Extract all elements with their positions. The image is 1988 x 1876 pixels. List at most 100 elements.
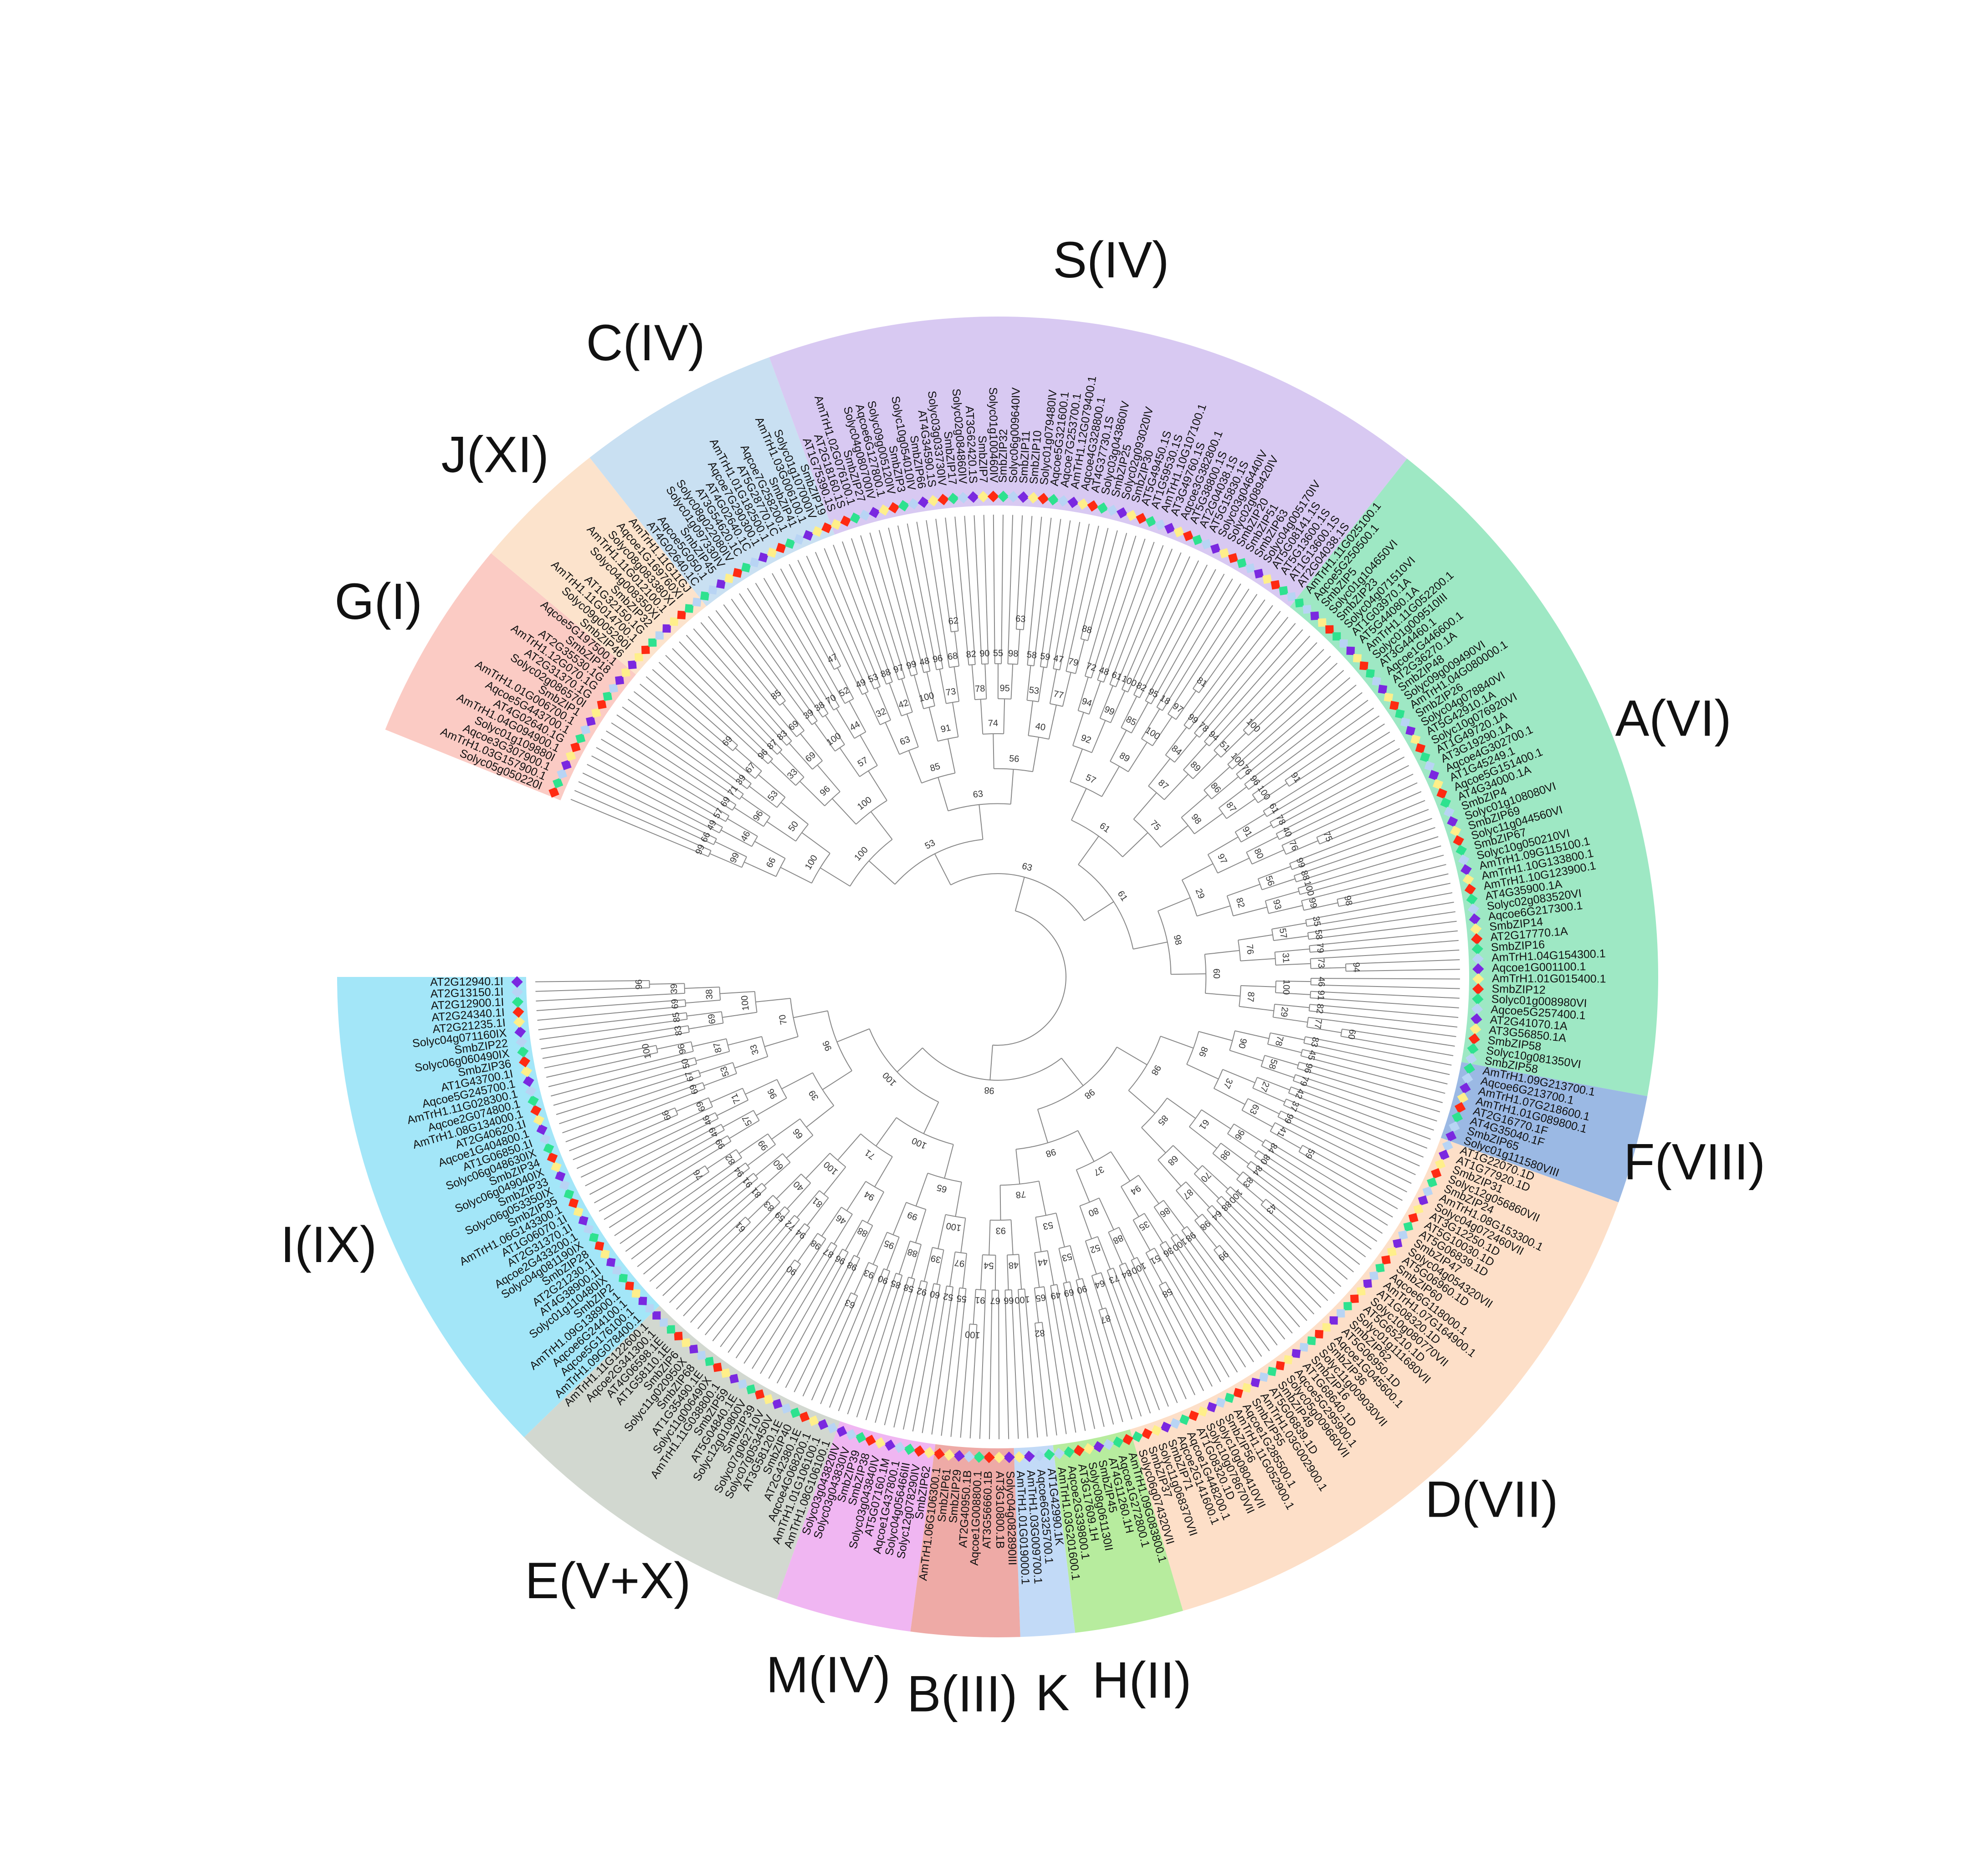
bootstrap-value: 98 [1189,812,1203,826]
branch [811,1295,858,1401]
bootstrap-value: 69 [787,719,801,733]
branch [720,1227,810,1347]
bootstrap-value: 35 [1311,915,1322,927]
branch [1244,692,1363,785]
branch [837,1133,861,1161]
branch [938,736,958,742]
clade-label: M(IV) [766,1646,891,1703]
tip-marker [561,760,572,770]
bootstrap-value: 81 [749,1186,763,1200]
tip-marker [812,526,823,537]
branch [732,804,737,811]
tip-label: SmbZIP11 [1017,430,1033,484]
bootstrap-value: 33 [748,1043,761,1056]
branch [1275,992,1311,995]
branch [1346,969,1460,972]
tip-marker [1444,807,1455,818]
bootstrap-value: 46 [739,829,753,843]
bootstrap-value: 65 [1035,1292,1046,1303]
bootstrap-value: 60 [1211,968,1221,979]
branch [1156,578,1233,708]
branch [1131,1260,1195,1395]
tip-marker [677,610,686,619]
branch [833,544,887,685]
branch [1272,1004,1275,1017]
branch [952,702,959,737]
branch [1243,649,1324,731]
branch [1232,670,1344,770]
branch [832,798,856,825]
branch [1141,1127,1166,1153]
tip-marker [586,716,596,726]
bootstrap-value: 59 [1040,651,1051,663]
tip-marker [1283,1355,1293,1365]
branch [822,1070,852,1090]
tip-marker [1458,854,1470,866]
branch [1158,1145,1173,1160]
branch [1235,813,1266,833]
branch [842,541,893,682]
bootstrap-value: 96 [834,1253,847,1267]
bootstrap-value: 61 [733,1220,748,1234]
tip-marker [641,645,650,654]
tip-marker [1206,1402,1217,1412]
bootstrap-value: 70 [1199,1170,1213,1184]
bootstrap-value: 69 [1063,1287,1075,1298]
branch [763,1162,791,1186]
tip-marker [741,562,751,573]
branch [771,1118,800,1140]
clade-label: D(VII) [1425,1471,1558,1528]
bootstrap-value: 93 [1271,899,1283,911]
bootstrap-value: 64 [1209,1208,1224,1222]
branch [838,1271,891,1411]
tip-label: Solyc01g100460IV [987,387,1000,483]
bootstrap-value: 53 [1042,1220,1054,1232]
branch [980,1254,983,1290]
bootstrap-value: 48 [918,656,931,668]
tip-marker [525,1085,537,1097]
bootstrap-value: 96 [821,1039,834,1053]
branch [591,755,723,828]
branch [1113,1268,1169,1407]
tip-marker [1262,574,1272,584]
branch [1098,1197,1114,1230]
branch [1076,1170,1090,1202]
tip-marker [737,1379,748,1389]
bootstrap-value: 37 [1221,1077,1235,1090]
bootstrap-value: 67 [743,761,758,775]
branch [758,774,786,798]
branch [806,1105,834,1128]
branch [727,818,758,837]
branch [854,731,866,739]
bootstrap-value: 71 [726,784,740,798]
bootstrap-value: 58 [1161,1286,1174,1300]
tip-marker [528,1095,539,1107]
bootstrap-value: 74 [988,718,999,728]
tip-marker [705,1357,714,1366]
branch [868,1262,878,1267]
bootstrap-value: 48 [1008,1260,1019,1270]
tip-marker [987,491,999,502]
branch [707,1149,737,1170]
branch [1158,1160,1182,1187]
branch [1279,773,1414,840]
tip-marker [859,509,871,521]
branch [1308,920,1457,940]
branch [1207,1205,1213,1211]
bootstrap-value: 100 [1143,725,1162,741]
branch [980,699,984,734]
tip-marker [1279,586,1288,596]
tip-marker [1310,611,1319,620]
branch [687,1011,722,1017]
branch [1132,1213,1145,1221]
branch [1257,1077,1290,1091]
bootstrap-value: 68 [1166,1153,1180,1167]
branch [1141,738,1153,746]
bootstrap-value: 39 [930,1253,942,1265]
tip-marker [1210,543,1221,554]
branch [1010,664,1014,699]
tip-marker [1471,1003,1483,1015]
branch [544,1045,656,1068]
branch [779,751,804,778]
branch [739,793,744,800]
